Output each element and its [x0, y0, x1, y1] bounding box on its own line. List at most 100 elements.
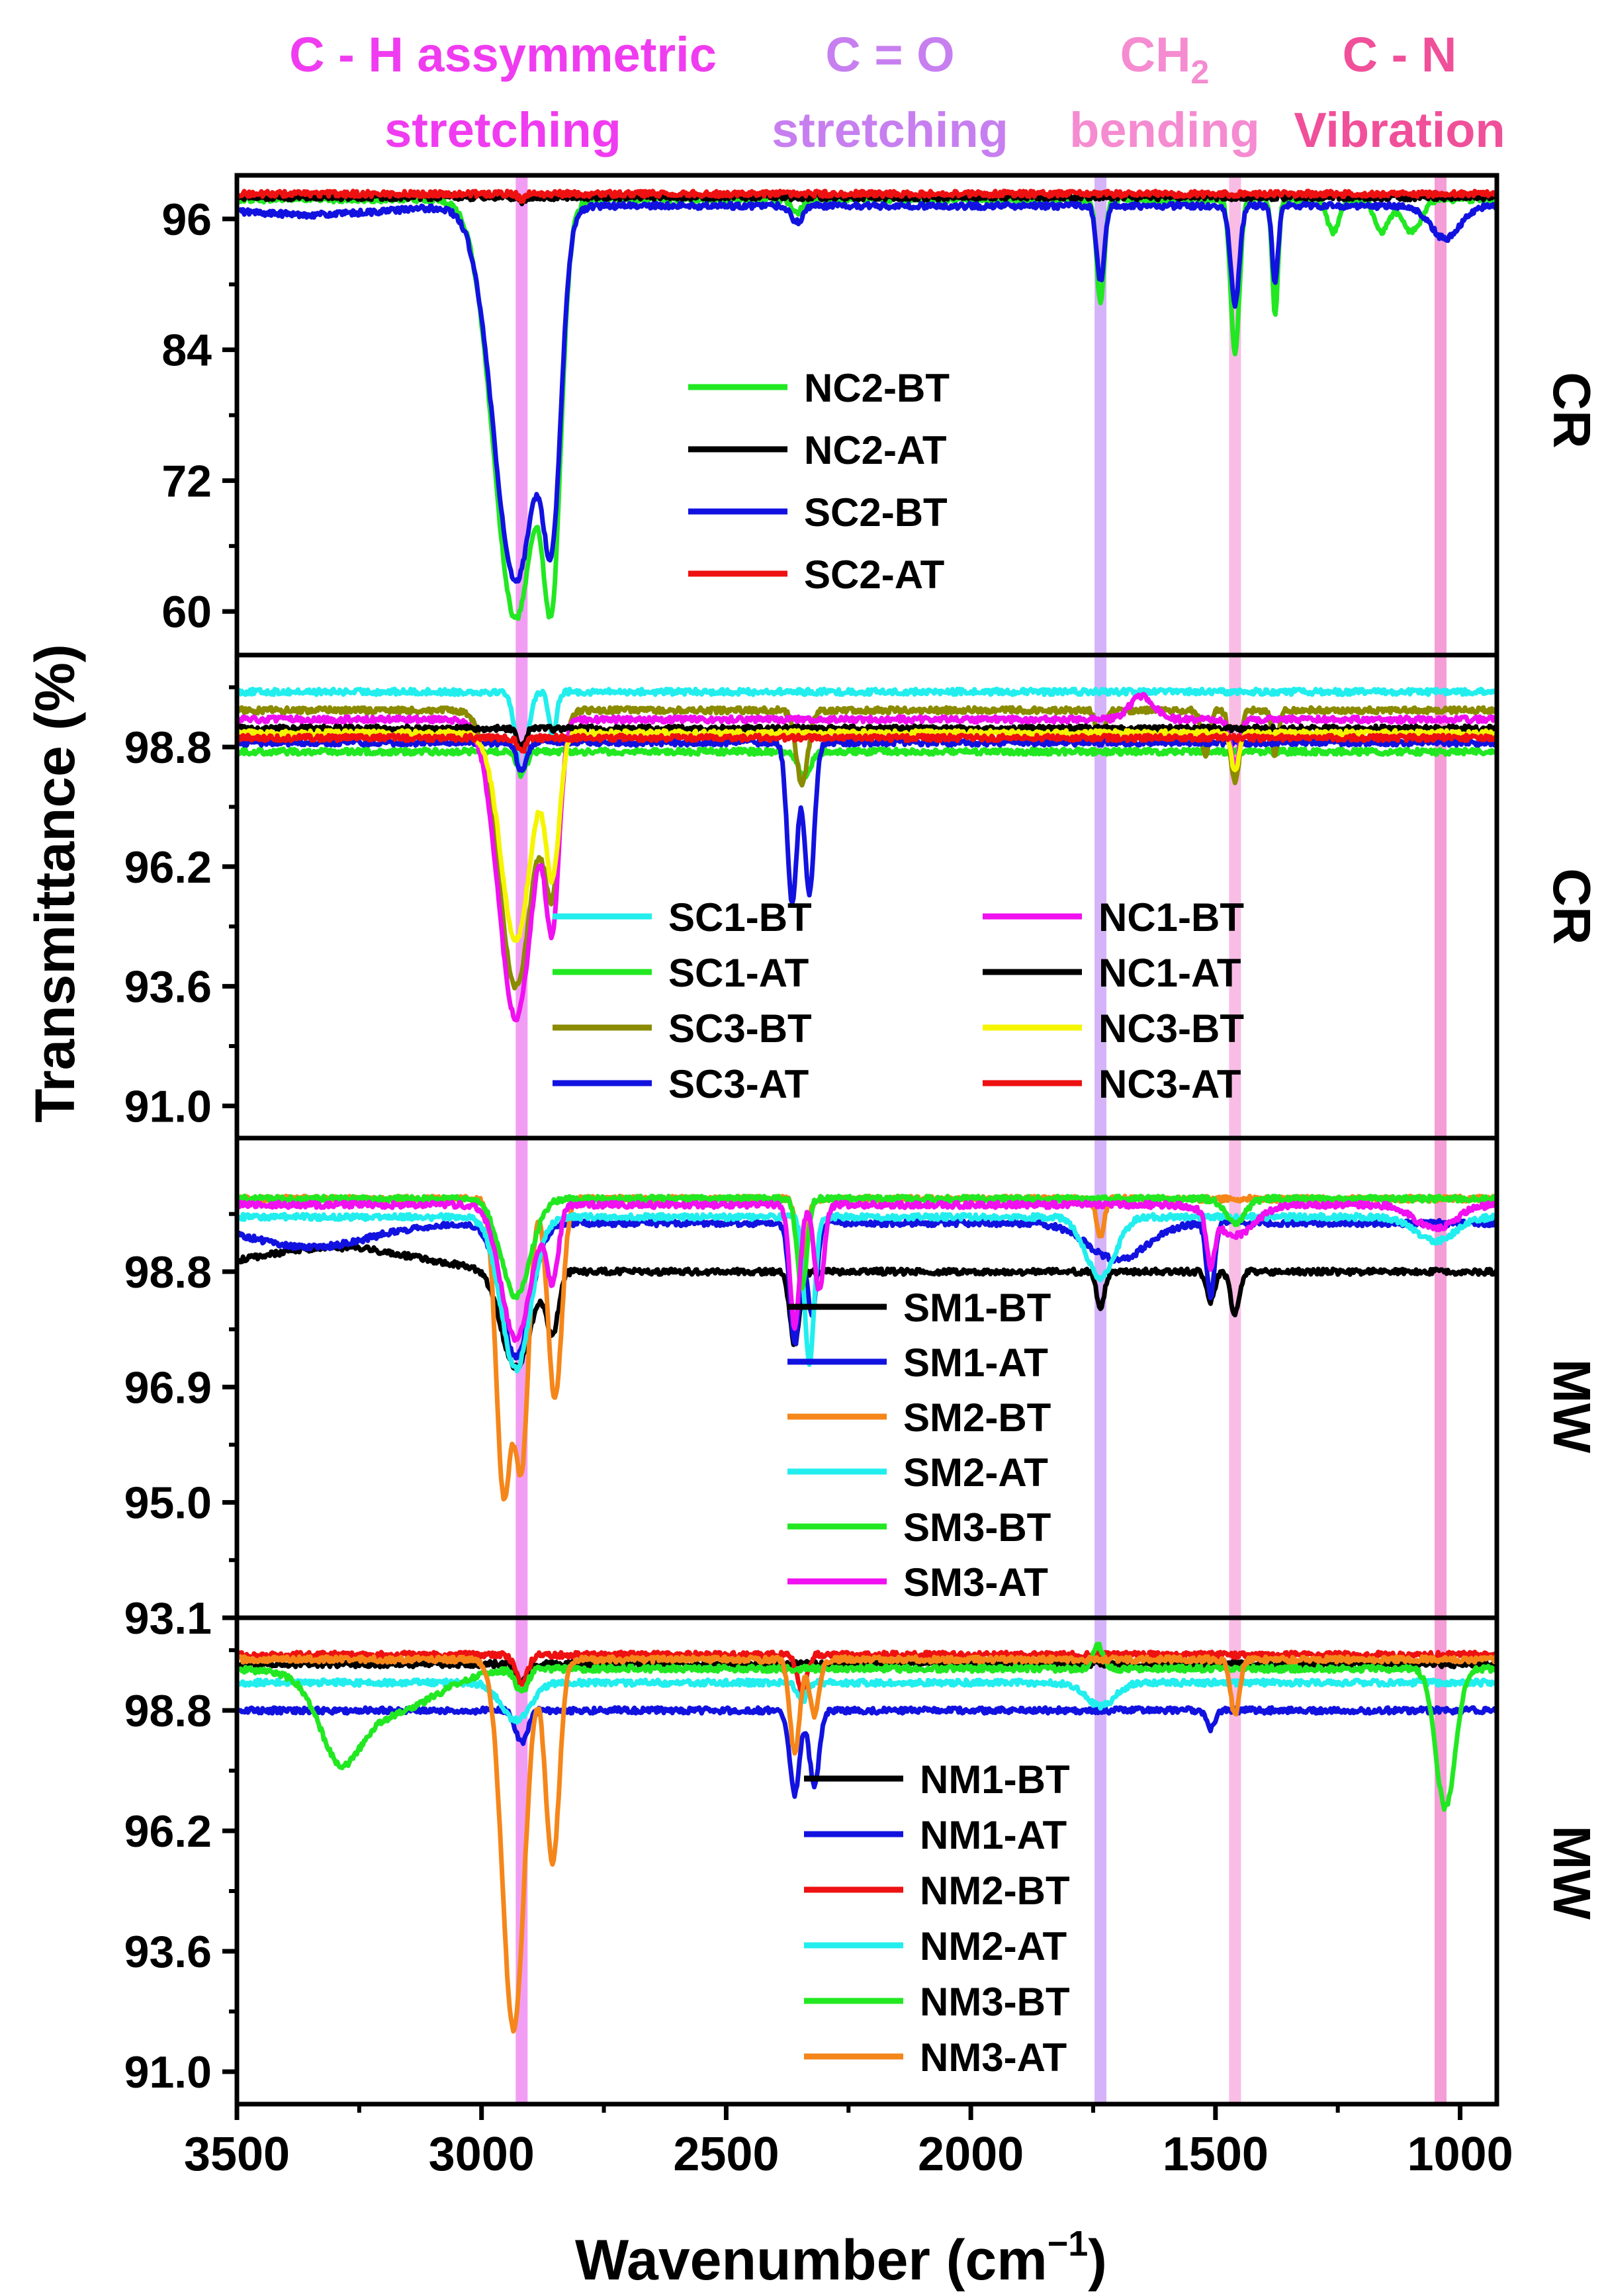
legend-label-nc2-bt: NC2-BT: [804, 366, 950, 410]
legend-label-nm3-bt: NM3-BT: [920, 1980, 1070, 2024]
panel-1-curves: [237, 189, 1497, 621]
y-tick-label-96.9: 96.9: [124, 1362, 212, 1413]
y-tick-label-93.6: 93.6: [124, 1927, 212, 1977]
legend-label-sm2-bt: SM2-BT: [903, 1395, 1051, 1440]
y-tick-label-98.8: 98.8: [124, 723, 212, 773]
legend-label-sc1-bt: SC1-BT: [668, 895, 812, 940]
legend-label-sm1-bt: SM1-BT: [903, 1286, 1051, 1330]
series-line-sm1-at: [237, 1217, 1497, 1361]
x-tick-label-2500: 2500: [673, 2128, 779, 2181]
x-axis-title-close: ): [1088, 2229, 1107, 2292]
legend-label-nc1-bt: NC1-BT: [1098, 895, 1244, 940]
series-line-sc2-bt: [237, 200, 1497, 584]
series-line-nm2-at: [237, 1677, 1497, 1725]
band-label-ch-line2: stretching: [384, 103, 621, 157]
legend-label-nm3-at: NM3-AT: [920, 2035, 1067, 2080]
legend-label-sc2-at: SC2-AT: [804, 552, 944, 597]
panel-4: 91.0 93.6 96.2 98.8 MW NM1-BT NM1-AT NM2-BT NM2-…: [124, 1615, 1601, 2107]
band-label-ch2-line1: CH2: [1120, 27, 1210, 91]
panel-2-curves: [237, 686, 1497, 1023]
band-label-ch2-line1-sub: 2: [1191, 54, 1210, 91]
x-axis-title: Wavenumber (cm−1): [575, 2224, 1107, 2292]
y-tick-label-72: 72: [161, 456, 212, 506]
legend-label-sc3-at: SC3-AT: [668, 1062, 809, 1106]
band-label-ch-line1-text: C - H assymmetric: [289, 27, 717, 82]
panel-4-legend: NM1-BT NM1-AT NM2-BT NM2-AT NM3-BT NM3-AT: [804, 1757, 1070, 2080]
panel-2-side-label: CR: [1542, 868, 1601, 945]
panel-1-side-label: CR: [1542, 372, 1601, 449]
x-tick-label-1000: 1000: [1407, 2128, 1513, 2181]
legend-label-sc1-at: SC1-AT: [668, 951, 809, 995]
legend-label-nm2-at: NM2-AT: [920, 1924, 1067, 1968]
series-line-nc3-at: [237, 732, 1497, 754]
y-tick-label-95.0: 95.0: [124, 1478, 212, 1528]
band-label-co-line2: stretching: [772, 103, 1008, 157]
legend-label-nm2-bt: NM2-BT: [920, 1869, 1070, 1913]
band-label-cn-line1: C - N: [1343, 27, 1457, 82]
y-tick-label-96.2: 96.2: [124, 1806, 212, 1857]
series-line-nc1-bt: [237, 691, 1497, 1023]
panel-4-side-label: MW: [1542, 1826, 1601, 1920]
band-label-cn-line2: Vibration: [1294, 103, 1505, 157]
series-line-sm3-bt: [237, 1194, 1497, 1300]
x-axis: 3500 3000 2500 2000 1500 1000: [184, 2104, 1513, 2181]
series-line-sm1-bt: [237, 1242, 1497, 1371]
panel-4-curves: [237, 1642, 1497, 2034]
panel-1-legend: NC2-BT NC2-AT SC2-BT SC2-AT: [688, 366, 950, 597]
y-tick-label-91.0: 91.0: [124, 2047, 212, 2097]
legend-label-sm3-at: SM3-AT: [903, 1560, 1048, 1605]
legend-label-sc3-bt: SC3-BT: [668, 1006, 812, 1051]
y-tick-label-98.8: 98.8: [124, 1247, 212, 1298]
panel-4-frame: [234, 1615, 1499, 2107]
panel-4-y-axis: 91.0 93.6 96.2 98.8: [124, 1648, 237, 2097]
panel-2-y-axis: 91.0 93.6 96.2 98.8: [124, 685, 237, 1131]
panel-3-legend: SM1-BT SM1-AT SM2-BT SM2-AT SM3-BT SM3-AT: [787, 1286, 1051, 1605]
panel-3-curves: [237, 1193, 1497, 1502]
y-tick-label-91.0: 91.0: [124, 1081, 212, 1131]
legend-label-nm1-at: NM1-AT: [920, 1813, 1067, 1857]
legend-label-nc3-at: NC3-AT: [1098, 1062, 1241, 1106]
band-label-ch2-line2: bending: [1069, 103, 1260, 157]
x-tick-label-3500: 3500: [184, 2128, 290, 2181]
series-line-sc3-bt: [237, 705, 1497, 991]
legend-label-sc2-bt: SC2-BT: [804, 490, 948, 535]
x-tick-label-3000: 3000: [429, 2128, 535, 2181]
band-label-cn-line1-text: C - N: [1343, 27, 1457, 82]
legend-label-nm1-bt: NM1-BT: [920, 1757, 1070, 1802]
series-line-sc1-bt: [237, 686, 1497, 777]
band-label-ch-line1: C - H assymmetric: [289, 27, 717, 82]
y-tick-label-60: 60: [161, 587, 212, 637]
panel-1-y-axis: 60 72 84 96: [161, 195, 237, 637]
panel-3-y-axis: 93.1 95.0 96.9 98.8: [124, 1212, 237, 1644]
band-label-co-line1: C = O: [825, 27, 954, 82]
legend-label-sm3-bt: SM3-BT: [903, 1505, 1051, 1550]
x-tick-label-2000: 2000: [918, 2128, 1024, 2181]
series-line-sc2-at: [237, 189, 1497, 204]
legend-label-nc2-at: NC2-AT: [804, 428, 947, 472]
y-tick-label-98.8: 98.8: [124, 1686, 212, 1736]
y-tick-label-93.6: 93.6: [124, 962, 212, 1012]
legend-label-sm2-at: SM2-AT: [903, 1450, 1048, 1495]
band-label-ch2-line1-text: CH: [1120, 27, 1191, 82]
legend-label-nc1-at: NC1-AT: [1098, 951, 1241, 995]
band-labels: C - H assymmetric stretching C = O stretchi…: [289, 27, 1505, 157]
panel-2-legend: SC1-BT SC1-AT SC3-BT SC3-AT NC1-BT NC1-AT NC3-…: [553, 895, 1244, 1106]
y-tick-label-96: 96: [161, 195, 212, 245]
band-label-co-line1-text: C = O: [825, 27, 954, 82]
x-axis-title-sup: −1: [1048, 2224, 1089, 2264]
x-axis-title-main: Wavenumber (cm: [575, 2229, 1048, 2292]
series-line-sm2-at: [237, 1212, 1497, 1374]
x-tick-label-1500: 1500: [1163, 2128, 1269, 2181]
panels: 60 72 84 96 CR NC2-BT NC2-AT SC2-BT SC2-AT 91.0 93…: [124, 173, 1601, 2107]
series-line-nm3-at: [237, 1654, 1497, 2034]
series-line-sc1-at: [237, 746, 1497, 780]
series-line-nm1-at: [237, 1705, 1497, 1799]
y-tick-label-96.2: 96.2: [124, 842, 212, 893]
legend-label-nc3-bt: NC3-BT: [1098, 1006, 1244, 1051]
series-line-sm3-at: [237, 1200, 1497, 1343]
y-axis-title: Transmittance (%): [24, 644, 86, 1123]
y-tick-label-93.1: 93.1: [124, 1593, 212, 1644]
legend-label-sm1-at: SM1-AT: [903, 1341, 1048, 1385]
